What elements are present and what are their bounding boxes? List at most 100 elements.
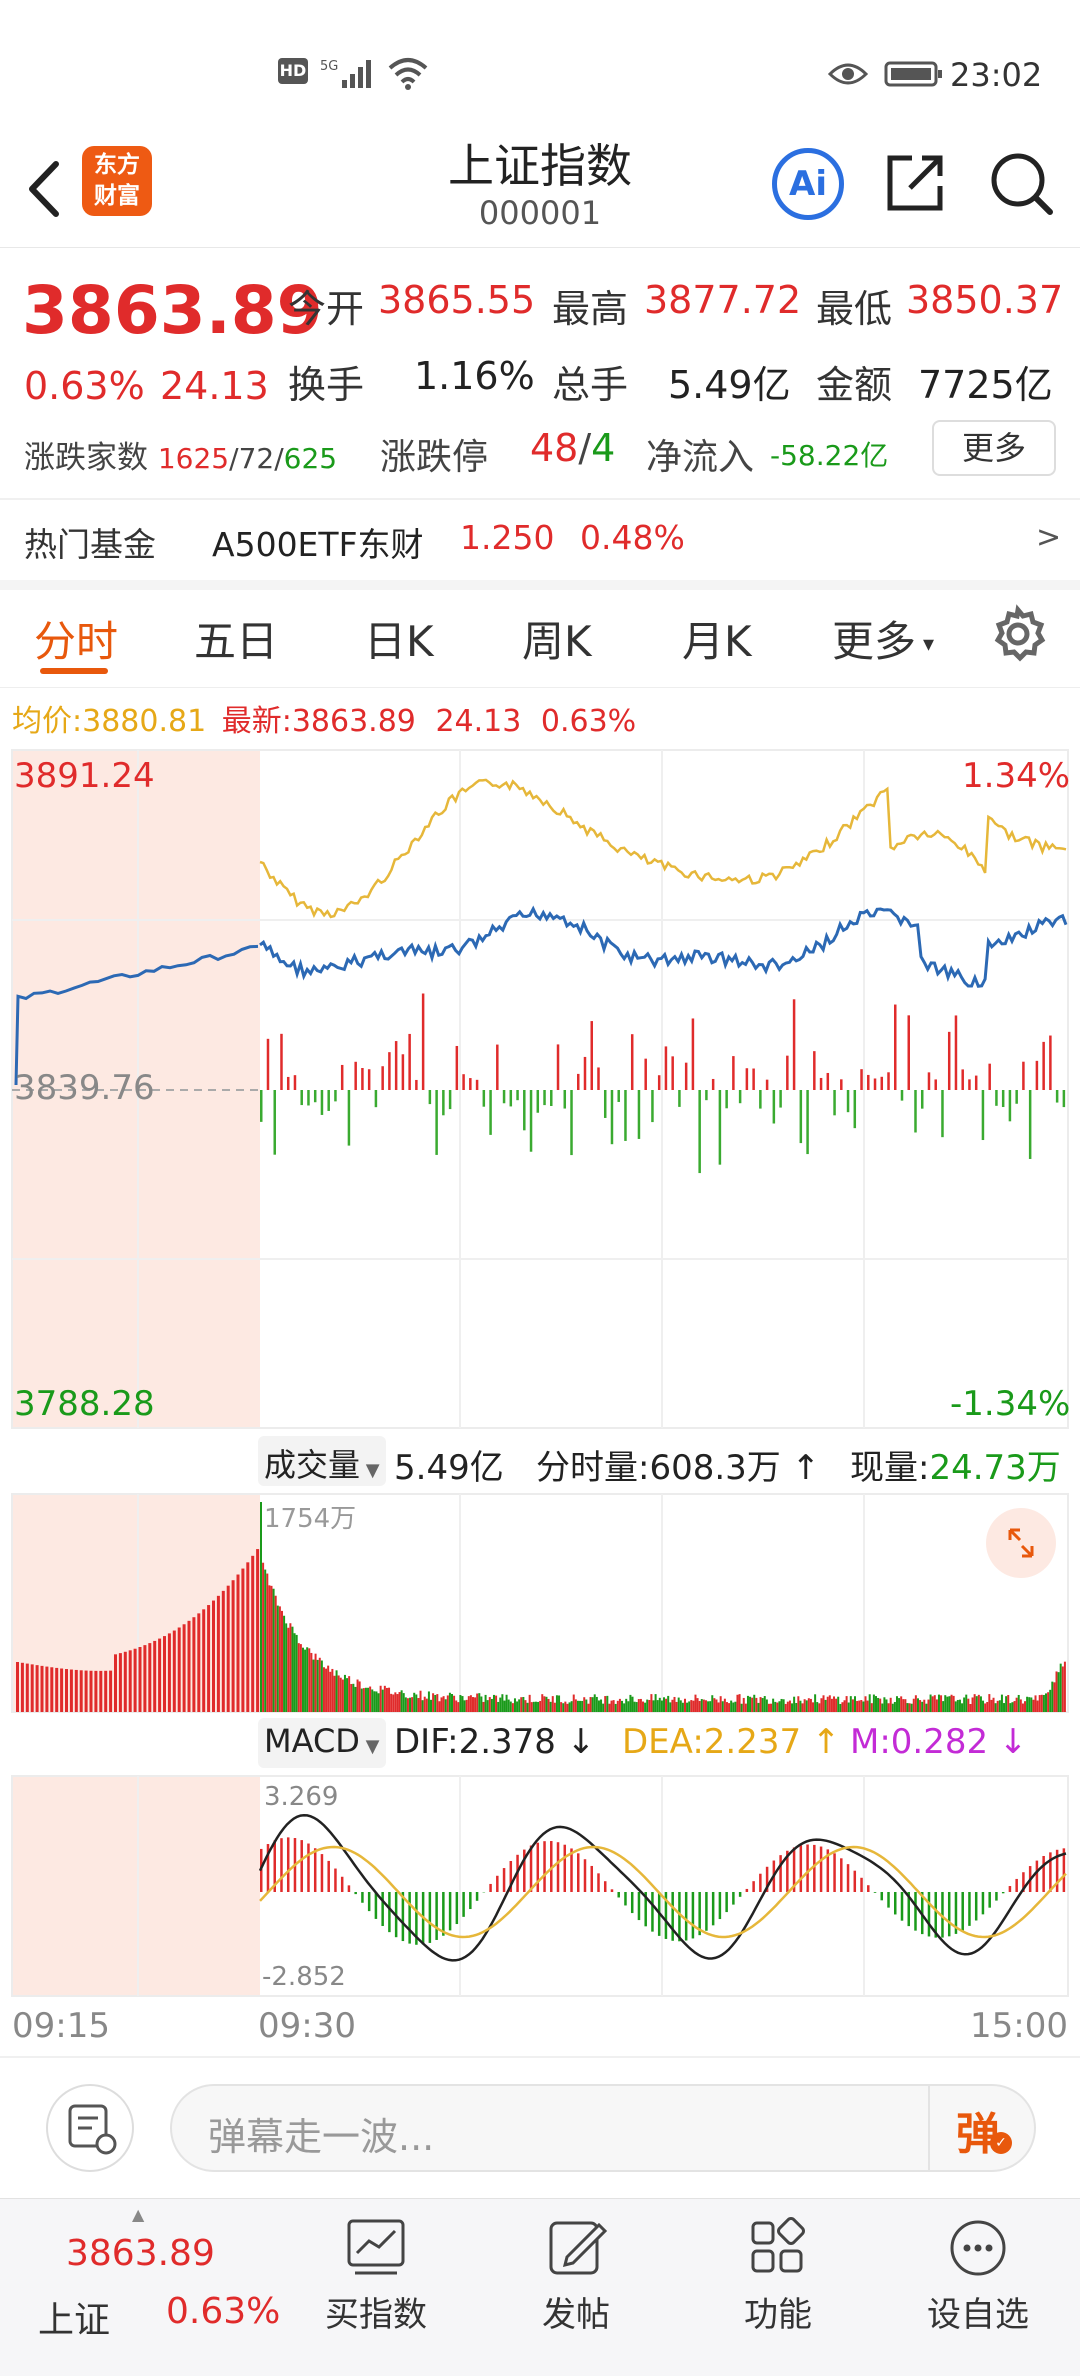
volume-bar — [583, 1697, 585, 1712]
volume-bar — [319, 1658, 321, 1712]
volume-inline-bar — [530, 1090, 533, 1152]
danmu-toggle-icon[interactable]: 弹 — [956, 2098, 1000, 2162]
volume-bar — [26, 1664, 29, 1712]
volume-bar — [367, 1688, 369, 1712]
volume-bar — [976, 1696, 978, 1712]
volume-inline-bar — [597, 1067, 600, 1090]
current-volume: 现量:24.73万 — [850, 1440, 1061, 1489]
volume-bar — [938, 1695, 940, 1712]
volume-inline-bar — [786, 1056, 789, 1090]
volume-inline-bar — [348, 1090, 351, 1146]
volume-bar — [871, 1703, 873, 1712]
volume-bar — [462, 1696, 464, 1712]
macd-bar — [759, 1874, 762, 1892]
volume-bar — [925, 1704, 927, 1712]
volume-bar — [361, 1689, 363, 1712]
macd-selector[interactable]: MACD ▼ — [258, 1718, 386, 1768]
volume-inline-bar — [867, 1075, 870, 1090]
volume-bar — [476, 1694, 478, 1712]
volume-inline-bar — [887, 1072, 890, 1090]
volume-bar — [331, 1669, 333, 1712]
volume-bar — [119, 1653, 122, 1712]
volume-bar — [291, 1627, 293, 1712]
volume-bar — [590, 1697, 592, 1712]
expand-button[interactable] — [986, 1508, 1056, 1578]
chat-button[interactable] — [46, 2084, 134, 2172]
volume-bar — [860, 1700, 862, 1712]
volume-bar — [327, 1666, 329, 1712]
volume-selector[interactable]: 成交量 ▼ — [258, 1436, 386, 1486]
volume-bar — [663, 1697, 665, 1712]
macd-bar — [280, 1838, 283, 1892]
macd-bar — [503, 1868, 506, 1892]
volume-bar — [827, 1697, 829, 1712]
volume-bar — [178, 1628, 181, 1712]
volume-bar — [703, 1700, 705, 1712]
index-pct: 0.63% — [166, 2291, 280, 2332]
volume-bar — [894, 1702, 896, 1712]
macd-bar — [564, 1845, 567, 1892]
macd-pre-area — [12, 1776, 260, 1996]
now-value: 24.73万 — [929, 1448, 1060, 1488]
add-watchlist-button[interactable]: 设自选 — [912, 2199, 1044, 2377]
volume-bar — [262, 1563, 264, 1712]
volume-bar — [522, 1697, 524, 1712]
volume-bar — [587, 1704, 589, 1712]
edit-icon — [541, 2213, 611, 2283]
volume-bar — [1039, 1695, 1041, 1712]
volume-bar — [459, 1695, 461, 1712]
volume-bar — [279, 1606, 281, 1712]
grid-icon — [743, 2213, 813, 2283]
volume-bar — [478, 1693, 480, 1712]
pct-max-label: 1.34% — [962, 756, 1070, 796]
volume-bar — [99, 1671, 102, 1712]
volume-bar — [837, 1697, 839, 1712]
volume-bar — [869, 1694, 871, 1712]
macd-bar — [712, 1892, 715, 1925]
dif-text: DIF:2.378 — [394, 1722, 556, 1762]
volume-bar — [936, 1699, 938, 1712]
macd-bar — [348, 1885, 351, 1892]
volume-bar — [1047, 1692, 1049, 1712]
volume-bar — [776, 1703, 778, 1712]
volume-inline-bar — [503, 1090, 506, 1103]
volume-inline-bar — [449, 1090, 452, 1109]
volume-inline-bar — [901, 1090, 904, 1101]
post-button[interactable]: 发帖 — [510, 2199, 642, 2377]
volume-inline-bar — [1056, 1090, 1059, 1103]
volume-bar — [701, 1699, 703, 1712]
expand-icon — [986, 1508, 1056, 1578]
volume-bar — [411, 1697, 413, 1712]
volume-inline-bar — [955, 1015, 958, 1090]
volume-bar — [764, 1696, 766, 1712]
macd-bar — [860, 1878, 863, 1892]
time-label-open: 09:30 — [258, 2006, 356, 2046]
volume-bar — [457, 1702, 459, 1712]
volume-bar — [371, 1689, 373, 1712]
volume-inline-bar — [617, 1090, 620, 1102]
functions-button[interactable]: 功能 — [712, 2199, 844, 2377]
volume-bar — [251, 1556, 254, 1712]
macd-bar — [847, 1864, 850, 1892]
buy-index-button[interactable]: 买指数 — [310, 2199, 442, 2377]
volume-bar — [148, 1643, 151, 1712]
volume-bar — [499, 1698, 501, 1712]
index-quote[interactable]: ▲ 3863.89 上证 0.63% — [0, 2199, 300, 2377]
volume-bar — [455, 1700, 457, 1712]
volume-bar — [812, 1702, 814, 1712]
macd-bar — [442, 1892, 445, 1936]
volume-inline-bar — [793, 999, 796, 1090]
volume-bar — [1032, 1700, 1034, 1712]
volume-bar — [493, 1695, 495, 1712]
danmu-input[interactable]: 弹幕走一波... 弹 ✓ — [170, 2084, 1036, 2172]
volume-bar — [615, 1704, 617, 1712]
volume-bar — [562, 1703, 564, 1712]
volume-bar — [134, 1649, 137, 1712]
volume-bar — [611, 1701, 613, 1712]
volume-bar — [638, 1699, 640, 1712]
macd-bar — [746, 1889, 749, 1892]
volume-inline-bar — [1022, 1062, 1024, 1090]
volume-bar — [533, 1702, 535, 1712]
volume-bar — [41, 1666, 44, 1712]
